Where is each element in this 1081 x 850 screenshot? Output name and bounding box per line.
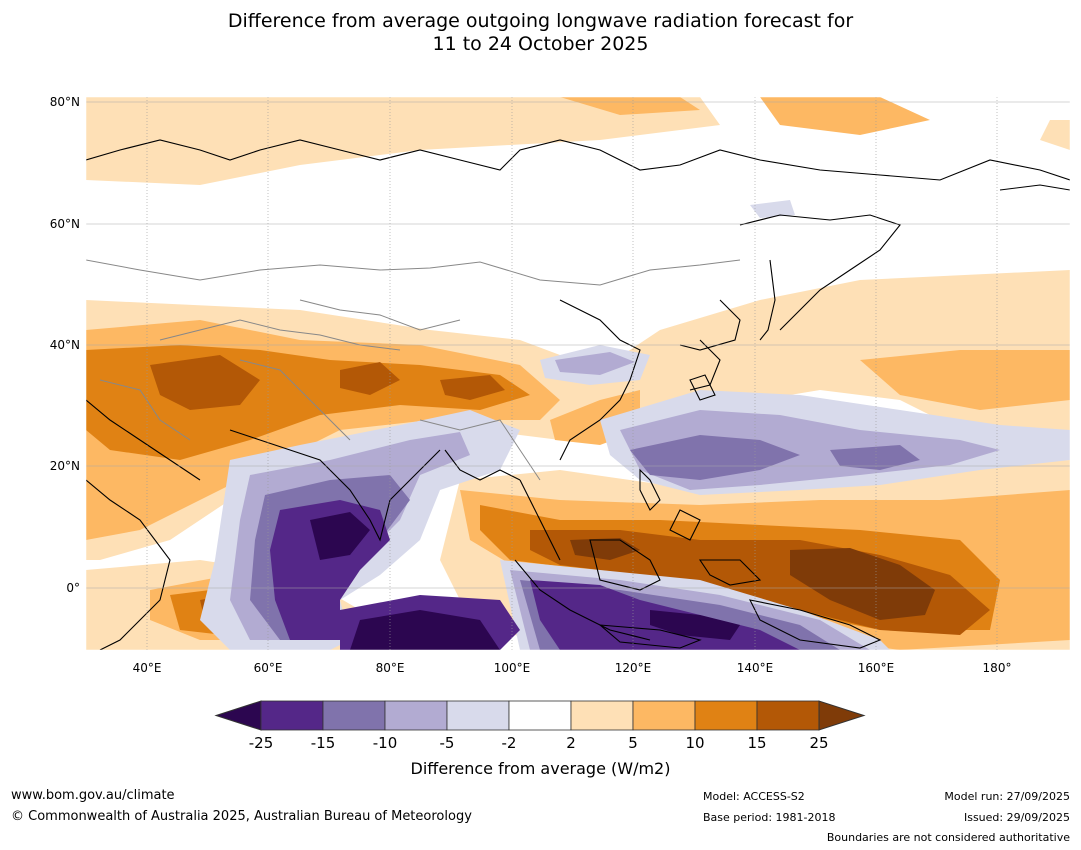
colorbar-extend-high	[818, 700, 866, 731]
colorbar-bin	[694, 700, 758, 731]
colorbar-tick: 15	[747, 734, 767, 752]
colorbar-tick: -5	[439, 734, 455, 752]
colorbar-label: Difference from average (W/m2)	[410, 759, 671, 778]
lon-label-80e: 80°E	[375, 661, 405, 675]
map-title-line2: 11 to 24 October 2025	[432, 33, 649, 55]
footer-copyright: © Commonwealth of Australia 2025, Austra…	[11, 809, 472, 824]
lon-label-140e: 140°E	[736, 661, 774, 675]
footer-issued: Issued: 29/09/2025	[963, 811, 1070, 824]
colorbar-tick: 10	[685, 734, 705, 752]
colorbar-tick: 25	[809, 734, 829, 752]
colorbar-bin	[508, 700, 572, 731]
colorbar-bin	[322, 700, 386, 731]
colorbar	[214, 700, 866, 731]
footer-base-period: Base period: 1981-2018	[703, 811, 836, 824]
colorbar-tick: -15	[310, 734, 336, 752]
colorbar-tick: -10	[372, 734, 398, 752]
latitude-lines	[86, 101, 1070, 589]
lat-label-0: 0°	[66, 581, 80, 595]
colorbar-tick: -25	[248, 734, 274, 752]
colorbar-tick: 5	[628, 734, 638, 752]
footer-url[interactable]: www.bom.gov.au/climate	[11, 788, 175, 803]
lat-label-60n: 60°N	[49, 217, 80, 231]
colorbar-bin	[446, 700, 510, 731]
colorbar-tick: -2	[501, 734, 517, 752]
lat-label-80n: 80°N	[49, 95, 80, 109]
lon-label-120e: 120°E	[614, 661, 652, 675]
colorbar-bin	[260, 700, 324, 731]
colorbar-bin	[384, 700, 448, 731]
lat-label-40n: 40°N	[49, 338, 80, 352]
footer-model-run: Model run: 27/09/2025	[944, 790, 1070, 803]
lon-label-100e: 100°E	[493, 661, 531, 675]
colorbar-tick: 2	[566, 734, 576, 752]
colorbar-extend-low	[214, 700, 262, 731]
colorbar-bin	[632, 700, 696, 731]
footer-model: Model: ACCESS-S2	[703, 790, 805, 803]
lon-label-60e: 60°E	[253, 661, 283, 675]
coastlines	[86, 139, 1070, 650]
footer-disclaimer: Boundaries are not considered authoritat…	[826, 831, 1070, 844]
lon-label-180: 180°	[982, 661, 1012, 675]
country-boundaries	[86, 259, 741, 481]
colorbar-bin	[570, 700, 634, 731]
colorbar-bin	[756, 700, 820, 731]
map-title-line1: Difference from average outgoing longwav…	[227, 10, 854, 32]
graticule	[146, 97, 998, 650]
lon-label-160e: 160°E	[857, 661, 895, 675]
lat-label-20n: 20°N	[49, 459, 80, 473]
lon-label-40e: 40°E	[132, 661, 162, 675]
